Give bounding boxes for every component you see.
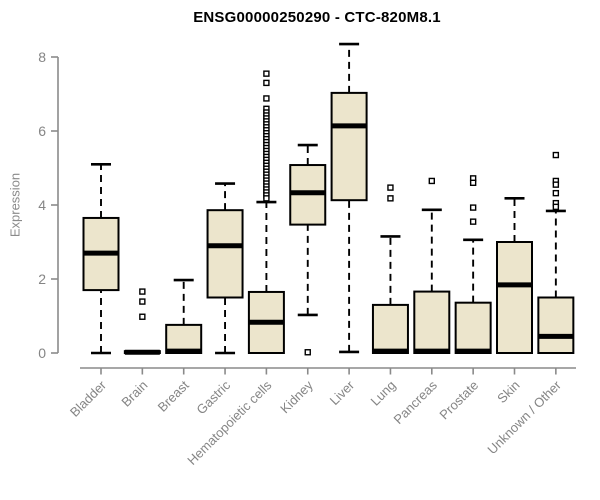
outlier-point bbox=[139, 288, 146, 295]
box bbox=[371, 303, 409, 354]
x-tick-label: Breast bbox=[155, 377, 192, 414]
outlier-point bbox=[552, 151, 560, 159]
x-tick-label: Kidney bbox=[277, 377, 316, 416]
outlier-point bbox=[139, 313, 146, 320]
outlier-point bbox=[552, 181, 560, 188]
x-tick-label: Pancreas bbox=[390, 377, 440, 427]
box bbox=[165, 323, 203, 355]
x-tick-label: Lung bbox=[368, 378, 399, 409]
x-tick-label: Brain bbox=[118, 378, 150, 410]
box bbox=[206, 209, 244, 299]
y-tick-label: 6 bbox=[38, 123, 46, 139]
outlier-point bbox=[469, 218, 477, 225]
box bbox=[413, 290, 451, 354]
outlier-point bbox=[387, 184, 394, 191]
outlier-point bbox=[263, 195, 270, 202]
x-tick-label: Prostate bbox=[436, 378, 481, 423]
x-tick-label: Bladder bbox=[67, 377, 110, 420]
outlier-point bbox=[469, 204, 477, 211]
outlier-point bbox=[469, 179, 477, 187]
outlier-point bbox=[552, 203, 560, 211]
outlier-point bbox=[263, 95, 270, 102]
box bbox=[330, 91, 368, 202]
box bbox=[537, 296, 575, 354]
outlier-point bbox=[552, 189, 560, 197]
y-tick-label: 2 bbox=[38, 271, 46, 287]
box bbox=[454, 301, 492, 354]
outlier-point bbox=[387, 195, 394, 202]
x-tick-label: Unknown / Other bbox=[484, 377, 564, 457]
box bbox=[496, 241, 533, 354]
chart-title: ENSG00000250290 - CTC-820M8.1 bbox=[193, 9, 441, 26]
y-tick-label: 8 bbox=[38, 49, 46, 65]
outlier-point bbox=[428, 177, 435, 185]
outlier-point bbox=[139, 298, 146, 305]
outlier-point bbox=[263, 70, 270, 77]
x-tick-label: Liver bbox=[327, 377, 358, 408]
y-tick-label: 0 bbox=[38, 345, 46, 361]
y-tick-label: 4 bbox=[38, 197, 46, 213]
outlier-point bbox=[263, 79, 270, 87]
outlier-point bbox=[304, 349, 311, 356]
x-tick-label: Gastric bbox=[193, 377, 233, 417]
x-tick-label: Skin bbox=[494, 378, 522, 406]
